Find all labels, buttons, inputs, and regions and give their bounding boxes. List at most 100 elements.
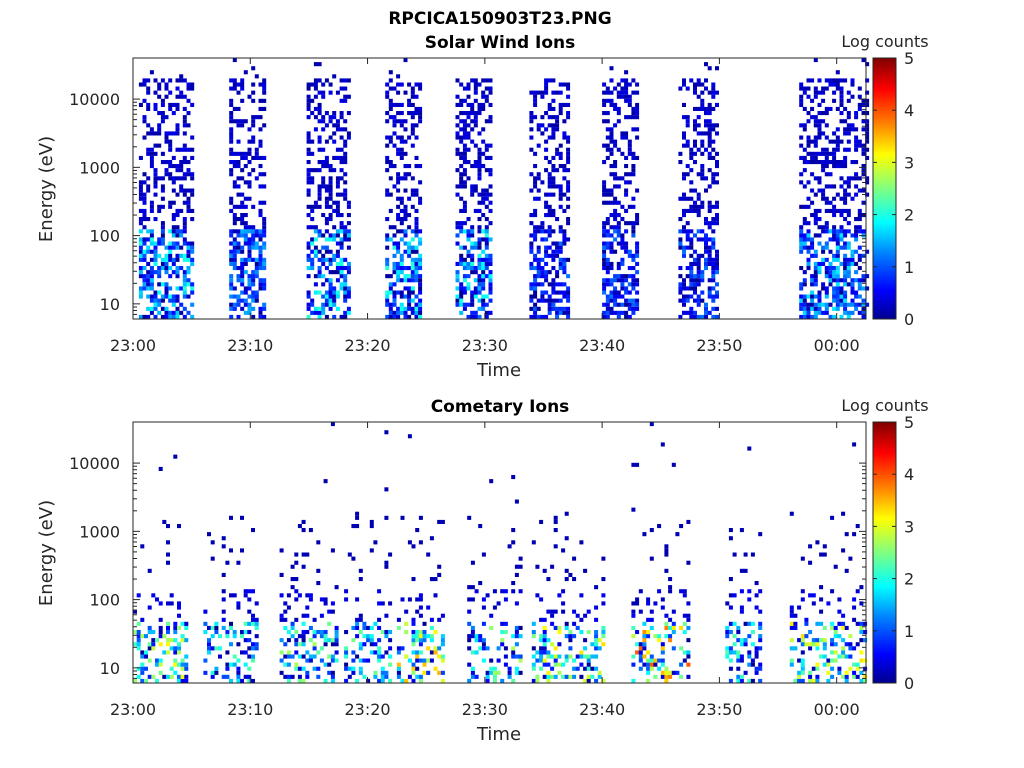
heatmap-cell [149,274,154,279]
heatmap-cell [813,217,818,222]
heatmap-cell [186,245,191,250]
heatmap-cell [403,208,408,213]
heatmap-cell [243,290,248,295]
heatmap-cell [411,634,416,639]
heatmap-cell [685,245,690,250]
heatmap-cell [355,511,360,516]
heatmap-cell [642,532,647,537]
heatmap-cell [854,302,859,307]
heatmap-cell [323,638,328,643]
heatmap-cell [832,208,837,213]
heatmap-cell [824,274,829,279]
heatmap-cell [301,634,306,639]
heatmap-cell [396,314,401,319]
heatmap-cell [396,119,401,124]
heatmap-cell [229,127,234,132]
heatmap-cell [824,106,829,111]
heatmap-cell [297,654,302,659]
heatmap-cell [168,147,173,152]
heatmap-cell [843,298,848,303]
heatmap-cell [477,208,482,213]
heatmap-cell [846,270,851,275]
heatmap-cell [385,266,390,271]
heatmap-cell [620,90,625,95]
heatmap-cell [828,278,833,283]
heatmap-cell [685,208,690,213]
heatmap-cell [232,184,237,189]
heatmap-cell [642,638,647,643]
heatmap-cell [793,646,798,651]
heatmap-cell [635,241,640,246]
heatmap-cell [484,98,489,103]
heatmap-cell [377,678,382,683]
heatmap-cell [455,147,460,152]
heatmap-cell [236,302,241,307]
heatmap-cell [707,123,712,128]
heatmap-cell [846,127,851,132]
heatmap-cell [558,225,563,230]
heatmap-cell [440,658,445,663]
heatmap-cell [385,261,390,266]
heatmap-cell [407,674,412,679]
heatmap-cell [470,192,475,197]
heatmap-cell [806,86,811,91]
heatmap-cell [164,245,169,250]
heatmap-cell [802,282,807,287]
heatmap-cell [627,306,632,311]
heatmap-cell [384,564,389,569]
heatmap-cell [306,266,311,271]
heatmap-cell [835,106,840,111]
heatmap-cell [562,290,567,295]
heatmap-cell [243,650,248,655]
heatmap-cell [362,621,367,626]
heatmap-cell [243,196,248,201]
heatmap-cell [240,306,245,311]
heatmap-cell [488,274,493,279]
heatmap-cell [297,674,302,679]
heatmap-cell [649,556,654,561]
heatmap-cell [602,266,607,271]
heatmap-cell [258,82,263,87]
heatmap-cell [602,257,607,262]
heatmap-cell [678,151,683,156]
heatmap-cell [631,274,636,279]
heatmap-cell [147,658,152,663]
heatmap-cell [399,135,404,140]
heatmap-cell [459,176,464,181]
heatmap-cell [542,674,547,679]
heatmap-cell [459,164,464,169]
heatmap-cell [828,200,833,205]
heatmap-cell [682,294,686,299]
heatmap-cell [153,102,158,107]
heatmap-cell [536,123,541,128]
heatmap-cell [418,678,423,683]
heatmap-cell [175,147,180,152]
heatmap-cell [668,577,673,582]
heatmap-cell [470,225,475,230]
heatmap-cell [566,102,571,107]
heatmap-cell [833,642,838,647]
heatmap-cell [149,278,154,283]
heatmap-cell [346,270,351,275]
heatmap-cell [609,188,614,193]
heatmap-cell [328,302,333,307]
heatmap-cell [168,78,173,83]
heatmap-cell [806,204,811,209]
heatmap-cell [635,213,640,218]
heatmap-cell [813,86,818,91]
heatmap-cell [551,298,556,303]
heatmap-cell [388,164,393,169]
heatmap-cell [627,82,632,87]
heatmap-cell [544,155,549,160]
heatmap-cell [251,82,256,87]
heatmap-cell [232,106,237,111]
heatmap-cell [846,310,851,315]
heatmap-cell [511,581,516,586]
heatmap-cell [418,314,423,319]
heatmap-cell [609,261,614,266]
heatmap-cell [328,261,333,266]
heatmap-cell [846,274,851,279]
heatmap-cell [686,519,691,524]
heatmap-cell [540,229,545,234]
heatmap-cell [529,213,534,218]
